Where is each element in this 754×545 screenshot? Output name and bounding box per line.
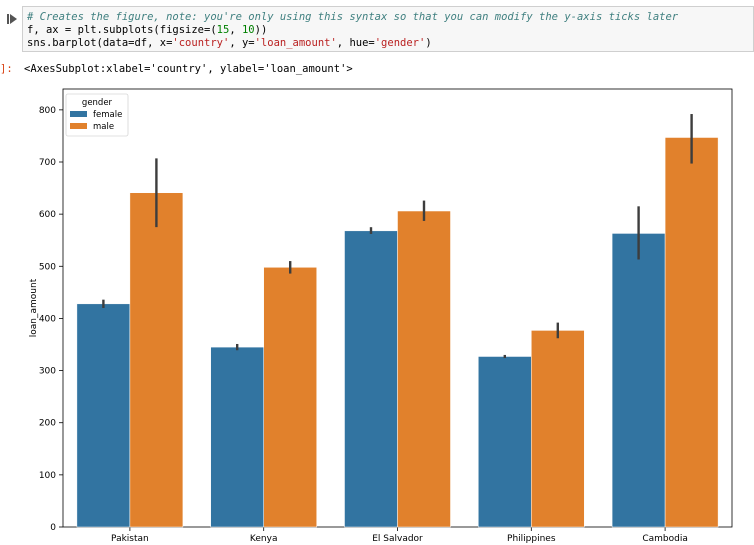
y-tick-label: 700 (39, 158, 56, 168)
y-axis-label: loan_amount (29, 278, 39, 337)
x-tick-label: Cambodia (642, 534, 688, 544)
run-cell-icon[interactable] (6, 10, 18, 29)
output-prompt: ]: (0, 63, 13, 75)
code-token: , hue= (336, 37, 375, 49)
y-tick-label: 0 (50, 523, 56, 533)
x-tick-label: El Salvador (372, 534, 423, 544)
code-token: 'gender' (374, 37, 426, 49)
x-tick-label: Kenya (250, 534, 278, 544)
code-token: f, ax = plt.subplots(figsize=( (27, 24, 217, 36)
bar-female-philippines (478, 356, 532, 528)
code-token: sns.barplot(data=df, x= (27, 37, 173, 49)
bar-male-pakistan (129, 192, 184, 528)
y-tick-label: 300 (39, 367, 56, 377)
code-token: , (229, 24, 242, 36)
code-token: , y= (229, 37, 255, 49)
bar-female-el-salvador (344, 230, 398, 528)
y-tick-label: 500 (39, 262, 56, 272)
legend-label-male: male (93, 122, 114, 132)
legend-swatch-female (70, 111, 87, 117)
bar-male-philippines (531, 330, 585, 528)
code-token: 'loan_amount' (254, 37, 337, 49)
y-tick-label: 100 (39, 471, 56, 481)
bar-male-el-salvador (397, 210, 451, 528)
code-line-3: sns.barplot(data=df, x='country', y='loa… (27, 37, 432, 50)
x-tick-label: Pakistan (111, 534, 149, 544)
code-token: 15 (216, 24, 230, 36)
code-line-2: f, ax = plt.subplots(figsize=(15, 10)) (27, 24, 267, 37)
code-token: # Creates the figure, note: you're only … (27, 11, 679, 23)
code-token: )) (254, 24, 268, 36)
y-tick-label: 200 (39, 419, 56, 429)
code-token: ) (425, 37, 432, 49)
legend-label-female: female (93, 110, 122, 120)
bar-female-kenya (210, 346, 264, 528)
code-token: 10 (241, 24, 255, 36)
output-text: <AxesSubplot:xlabel='country', ylabel='l… (24, 63, 353, 75)
bar-male-cambodia (664, 137, 719, 528)
bar-male-kenya (263, 267, 317, 528)
bar-female-cambodia (611, 233, 666, 528)
code-cell[interactable]: # Creates the figure, note: you're only … (22, 6, 754, 52)
legend-swatch-male (70, 123, 87, 129)
bar-female-pakistan (76, 303, 131, 528)
x-tick-label: Philippines (507, 534, 556, 544)
y-tick-label: 800 (39, 106, 56, 116)
y-tick-label: 600 (39, 210, 56, 220)
y-tick-label: 400 (39, 314, 56, 324)
legend-title: gender (82, 98, 113, 108)
code-line-1: # Creates the figure, note: you're only … (27, 11, 678, 24)
code-token: 'country' (172, 37, 230, 49)
